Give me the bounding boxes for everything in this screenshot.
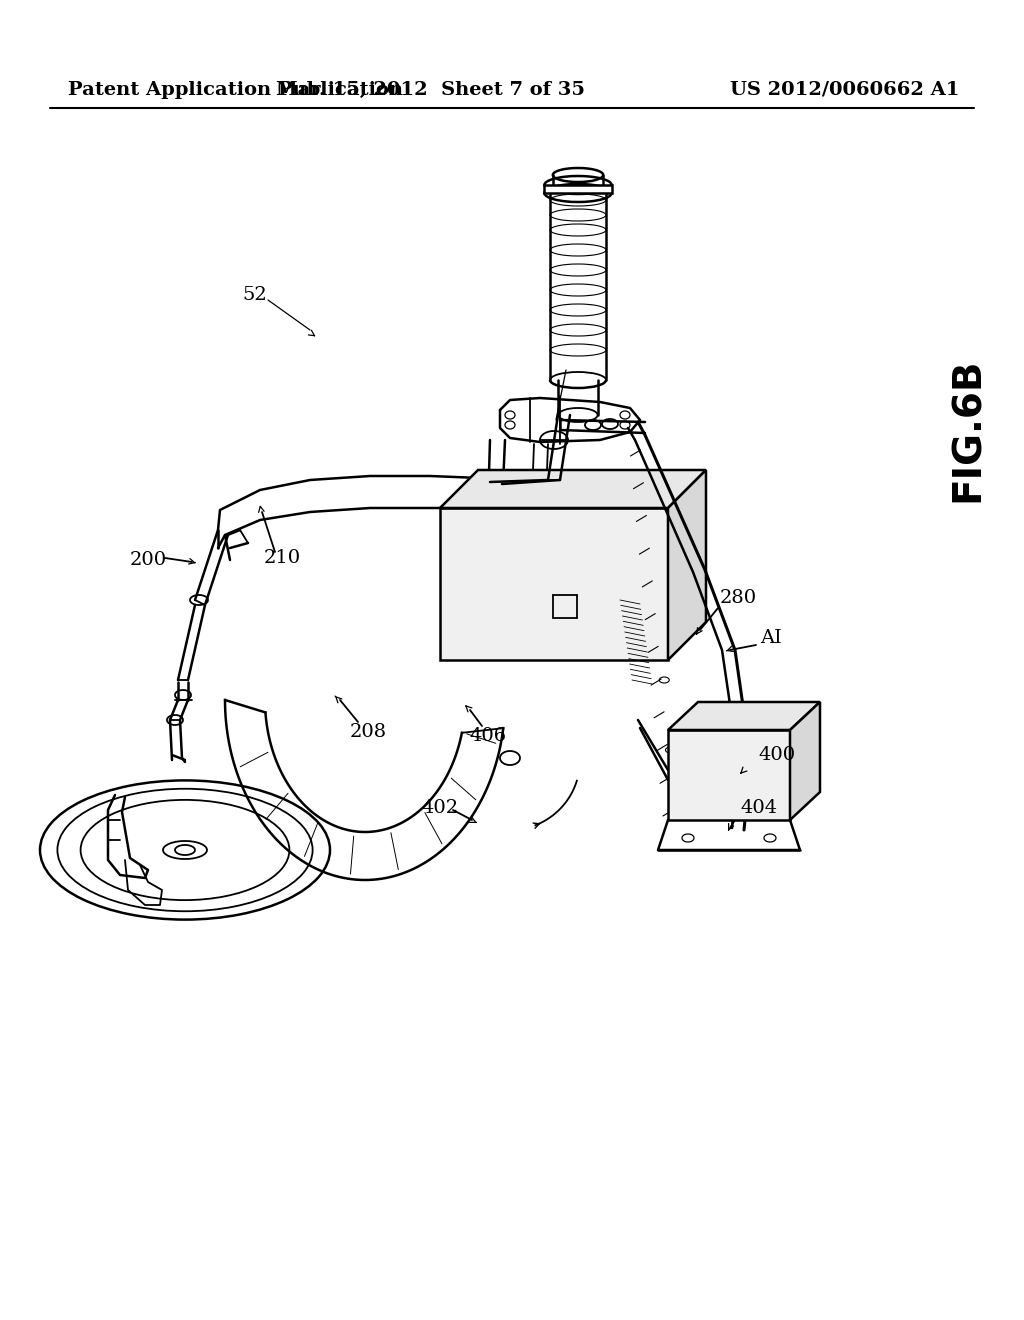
Text: 402: 402 [422, 799, 459, 817]
Polygon shape [668, 470, 706, 660]
Polygon shape [440, 470, 706, 508]
Text: FIG.6B: FIG.6B [949, 358, 987, 502]
Text: 200: 200 [129, 550, 167, 569]
Text: 280: 280 [720, 589, 757, 607]
Text: 208: 208 [349, 723, 387, 741]
Polygon shape [440, 508, 668, 660]
Polygon shape [668, 730, 790, 820]
Text: AI: AI [760, 630, 781, 647]
Text: 52: 52 [243, 286, 267, 304]
Text: US 2012/0060662 A1: US 2012/0060662 A1 [730, 81, 961, 99]
Text: 400: 400 [758, 746, 795, 764]
Text: 406: 406 [469, 727, 507, 744]
Polygon shape [790, 702, 820, 820]
Text: Patent Application Publication: Patent Application Publication [68, 81, 403, 99]
Polygon shape [545, 185, 611, 193]
Text: 210: 210 [263, 549, 301, 568]
Text: 404: 404 [740, 799, 777, 817]
Text: Mar. 15, 2012  Sheet 7 of 35: Mar. 15, 2012 Sheet 7 of 35 [275, 81, 585, 99]
Polygon shape [668, 702, 820, 730]
